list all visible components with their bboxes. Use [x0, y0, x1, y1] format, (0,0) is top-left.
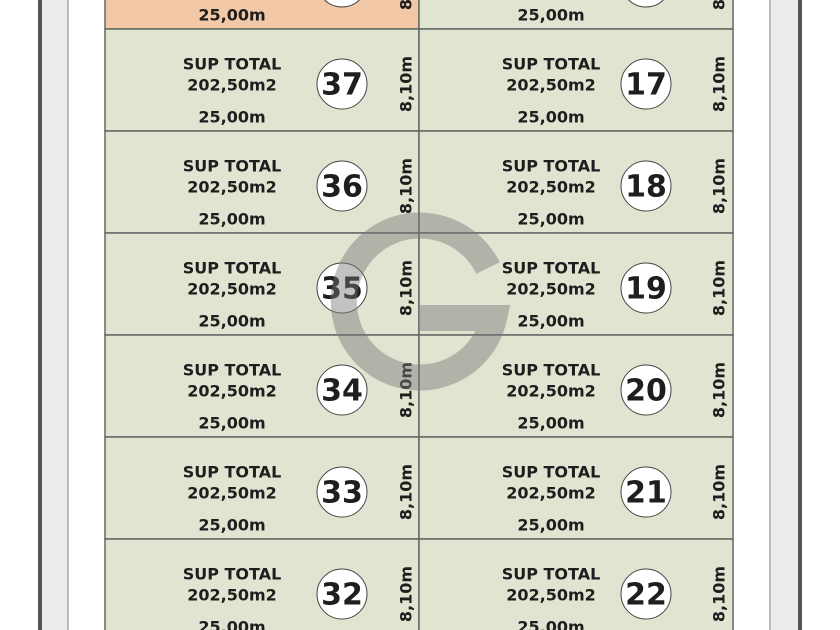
lot-number: 33 — [321, 476, 363, 511]
lot-badge — [316, 58, 368, 110]
lot-label: SUP TOTAL — [183, 565, 282, 584]
lot-width: 25,00m — [517, 210, 584, 229]
lot-badge — [323, 0, 361, 8]
lot-badge — [620, 466, 672, 518]
lot-badge — [316, 466, 368, 518]
lot-depth: 8,10m — [710, 260, 729, 316]
lot-badge — [316, 262, 368, 314]
lot-width: 25,00m — [198, 618, 265, 630]
lot-number: 17 — [625, 68, 667, 103]
lot-label: SUP TOTAL — [502, 55, 601, 74]
lot-badge — [620, 58, 672, 110]
lot-area: 202,50m2 — [187, 586, 277, 605]
lot-number: 20 — [625, 374, 667, 409]
lot-label: SUP TOTAL — [502, 463, 601, 482]
lot-label: SUP TOTAL — [183, 463, 282, 482]
lot-area: 202,50m2 — [187, 76, 277, 95]
lot-depth: 8,10m — [710, 362, 729, 418]
lot-number: 35 — [321, 272, 363, 307]
lot-area: 202,50m2 — [506, 586, 596, 605]
lot-badge — [316, 364, 368, 416]
lot-number: 21 — [625, 476, 667, 511]
lot-badge — [620, 262, 672, 314]
lot-depth: 8,10m — [397, 158, 416, 214]
lot-label: SUP TOTAL — [183, 55, 282, 74]
lot-width: 25,00m — [198, 108, 265, 127]
lot-badge — [620, 364, 672, 416]
lot-area: 202,50m2 — [506, 484, 596, 503]
lot-number: 19 — [625, 272, 667, 307]
lot-number: 37 — [321, 68, 363, 103]
lot-badge — [627, 0, 665, 8]
lot-depth: 8,10m — [710, 0, 729, 10]
lot — [104, 538, 420, 630]
lot-width: 25,00m — [198, 6, 265, 25]
lot-depth: 8,10m — [710, 158, 729, 214]
lot-width: 25,00m — [517, 108, 584, 127]
lot-area: 202,50m2 — [187, 382, 277, 401]
lot-area: 202,50m2 — [506, 280, 596, 299]
lot-depth: 8,10m — [710, 566, 729, 622]
lot-number: 18 — [625, 170, 667, 205]
lot-depth: 8,10m — [397, 566, 416, 622]
lot-area: 202,50m2 — [506, 382, 596, 401]
lot — [418, 538, 734, 630]
lot-depth: 8,10m — [710, 464, 729, 520]
lot-label: SUP TOTAL — [502, 157, 601, 176]
lot-width: 25,00m — [198, 210, 265, 229]
lot-number: 36 — [321, 170, 363, 205]
lot-label: SUP TOTAL — [183, 361, 282, 380]
lot-width: 25,00m — [517, 414, 584, 433]
watermark — [330, 212, 511, 391]
lot-area: 202,50m2 — [506, 178, 596, 197]
lot-width: 25,00m — [517, 6, 584, 25]
lot — [418, 334, 734, 438]
lot-badge — [620, 568, 672, 620]
lot-label: SUP TOTAL — [502, 259, 601, 278]
lot — [418, 28, 734, 132]
lots: 25,00m 8,10m 25,00m 8,10m SUP TOTAL 202,50m2 3… — [104, 0, 734, 630]
lot-width: 25,00m — [198, 414, 265, 433]
lot — [418, 130, 734, 234]
lot-number: 32 — [321, 578, 363, 613]
lot-area: 202,50m2 — [187, 280, 277, 299]
lot-area: 202,50m2 — [187, 178, 277, 197]
lot-label: SUP TOTAL — [183, 157, 282, 176]
lot-depth: 8,10m — [397, 0, 416, 10]
lot-width: 25,00m — [517, 618, 584, 630]
lot-badge — [316, 160, 368, 212]
lot-label: SUP TOTAL — [502, 361, 601, 380]
lot-depth: 8,10m — [397, 464, 416, 520]
lot-area: 202,50m2 — [187, 484, 277, 503]
lot-label: SUP TOTAL — [502, 565, 601, 584]
lot-badge — [620, 160, 672, 212]
lot — [418, 436, 734, 540]
lot-number: 22 — [625, 578, 667, 613]
lot — [418, 232, 734, 336]
lot-number: 34 — [321, 374, 363, 409]
lot-width: 25,00m — [198, 516, 265, 535]
lot-depth: 8,10m — [710, 56, 729, 112]
lot-area: 202,50m2 — [506, 76, 596, 95]
lot-width: 25,00m — [517, 312, 584, 331]
lot-label: SUP TOTAL — [183, 259, 282, 278]
lot-depth: 8,10m — [397, 260, 416, 316]
lot-badge — [316, 568, 368, 620]
lot-width: 25,00m — [517, 516, 584, 535]
lot-depth: 8,10m — [397, 56, 416, 112]
lot-width: 25,00m — [198, 312, 265, 331]
lot-depth: 8,10m — [397, 362, 416, 418]
